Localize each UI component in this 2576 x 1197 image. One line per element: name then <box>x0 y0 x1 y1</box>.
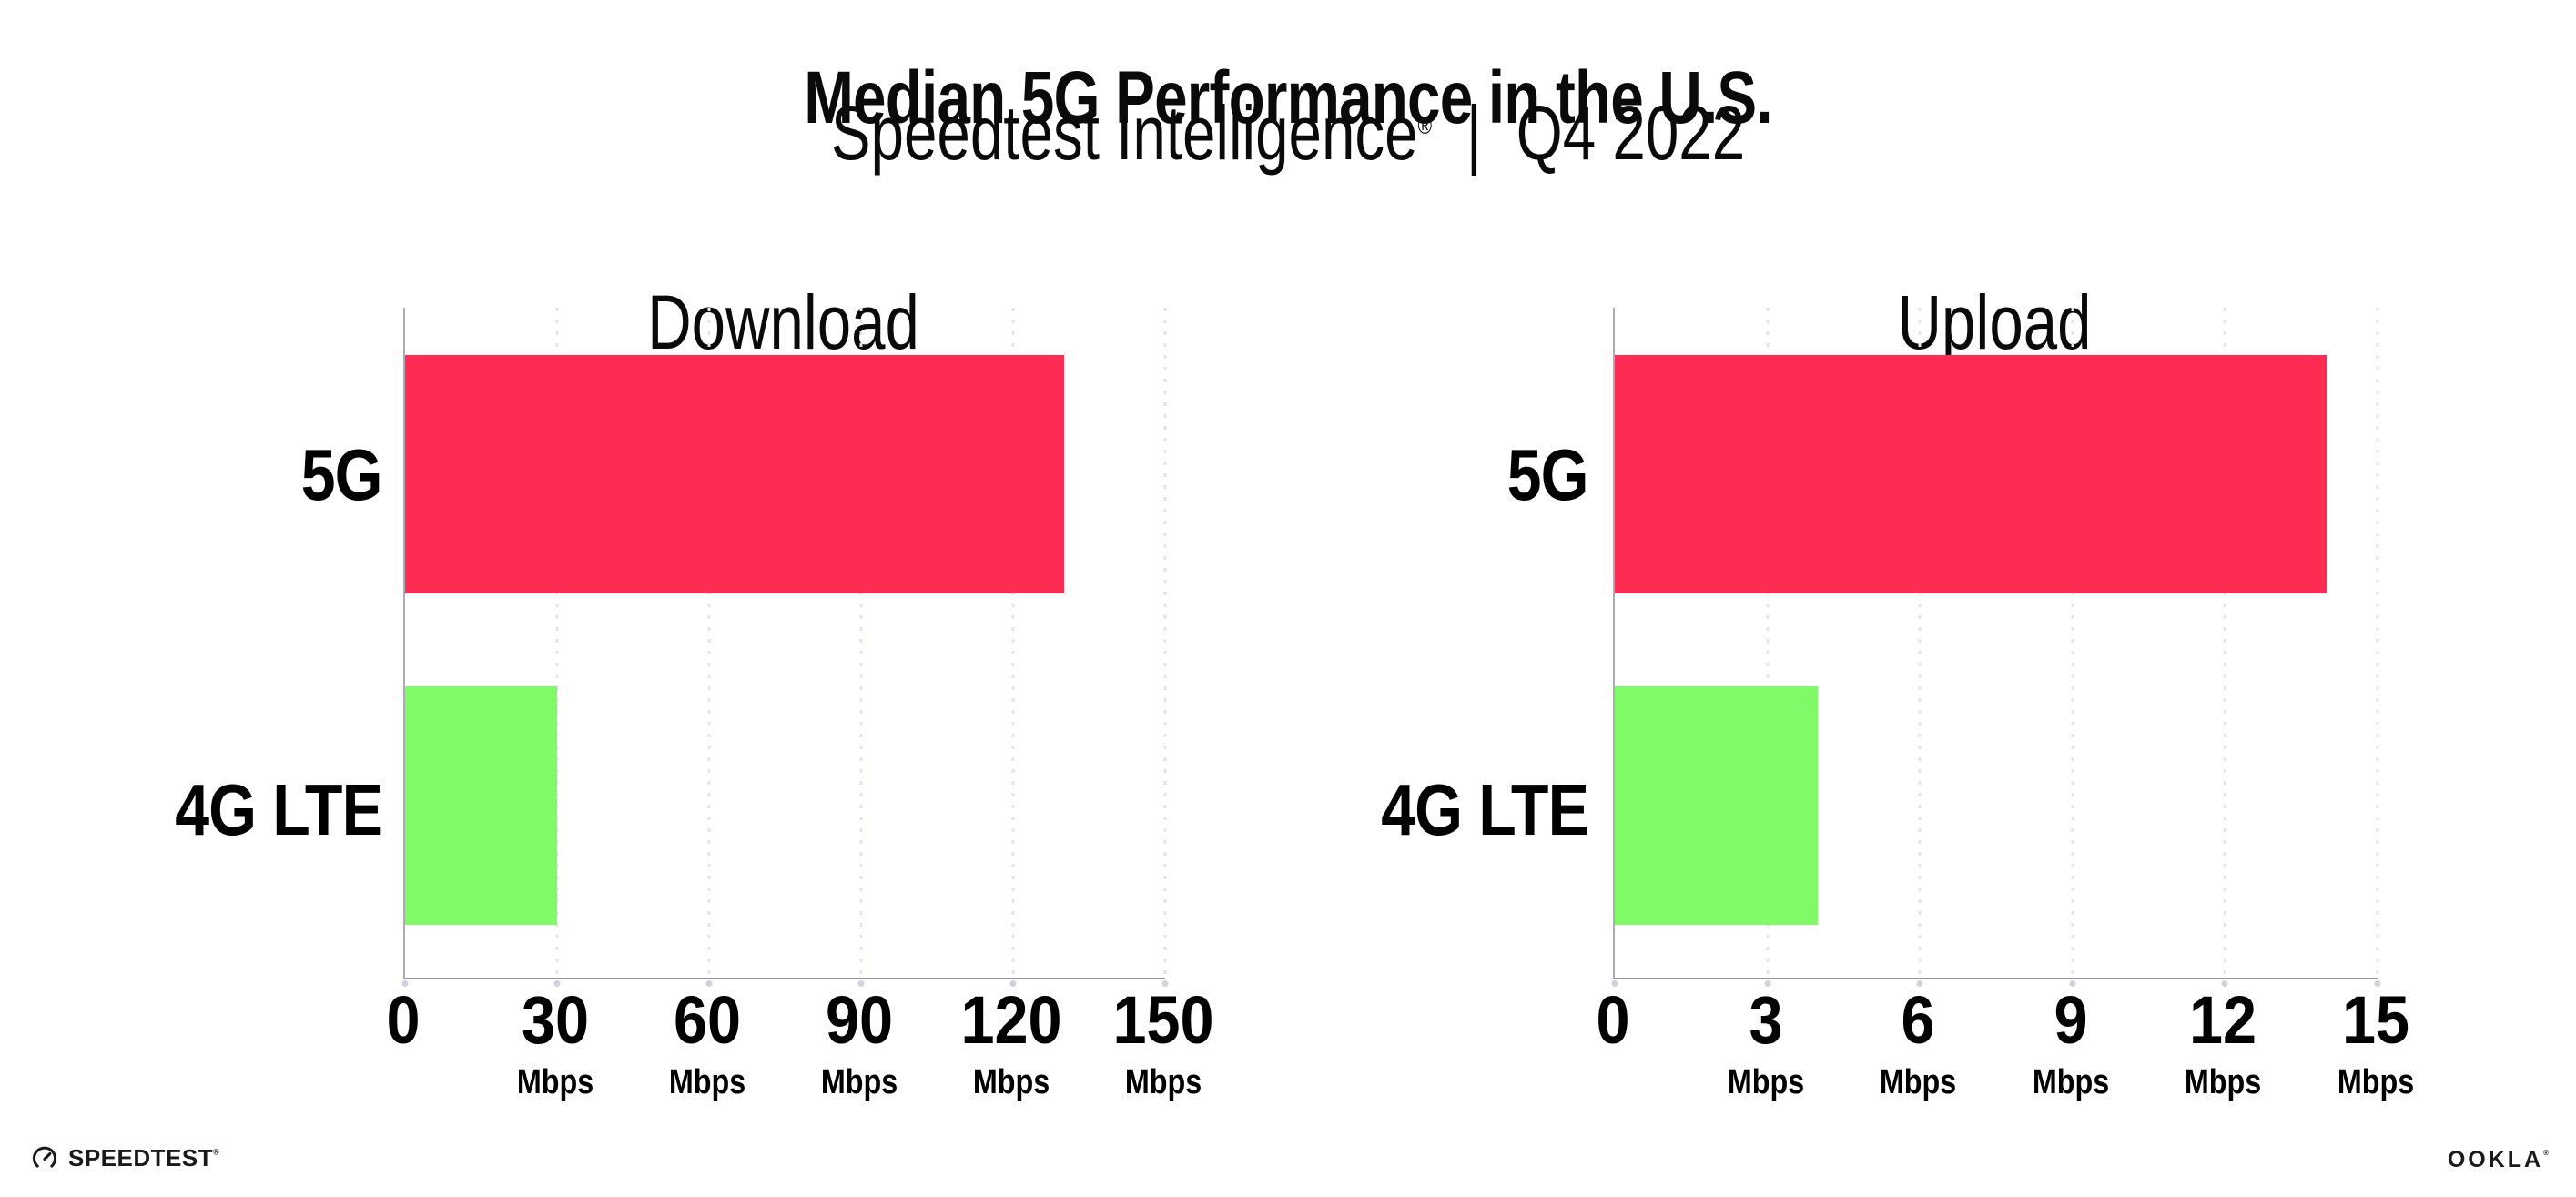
registered-trademark-icon: ® <box>1417 111 1433 139</box>
subtitle-period: Q4 2022 <box>1516 90 1746 176</box>
speedtest-trademark-icon: ® <box>213 1146 219 1156</box>
x-tick-label-90: 90 Mbps <box>814 978 904 1100</box>
x-tick-label-0: 0 <box>384 978 421 1058</box>
subtitle-separator: | <box>1465 90 1482 176</box>
gridline-30 <box>555 308 559 978</box>
x-tick-value: 9 <box>2054 982 2088 1058</box>
gridline-9 <box>2071 308 2074 978</box>
y-label-5g-text: 5G <box>1506 434 1589 515</box>
x-tick-value: 6 <box>1901 982 1935 1058</box>
upload-plot-area <box>1611 308 2381 987</box>
tick-mark-0 <box>401 980 409 987</box>
tick-mark-12 <box>2221 980 2228 987</box>
tick-mark-0 <box>1611 980 1618 987</box>
x-tick-value: 30 <box>521 982 590 1058</box>
upload-x-axis: 0 3 Mbps 6 Mbps 9 Mbps 12 Mbps 15 Mbps <box>1596 978 2414 1151</box>
x-tick-unit: Mbps <box>1124 1063 1202 1102</box>
bar-5g <box>405 355 1064 593</box>
tick-mark-90 <box>857 980 865 987</box>
speedtest-wordmark-text: SPEEDTEST <box>68 1143 214 1172</box>
gridline-12 <box>2223 308 2226 978</box>
x-tick-value: 150 <box>1112 982 1214 1058</box>
x-tick-label-3: 3 Mbps <box>1720 978 1810 1100</box>
download-plot-area <box>401 308 1169 987</box>
subtitle-brand: Speedtest Intelligence <box>830 90 1418 176</box>
y-label-5g-text: 5G <box>300 434 383 515</box>
x-tick-value: 15 <box>2341 982 2410 1058</box>
gridline-6 <box>1918 308 1922 978</box>
x-tick-unit: Mbps <box>972 1063 1050 1102</box>
x-tick-value: 90 <box>825 982 894 1058</box>
speedtest-logo: SPEEDTEST® <box>30 1143 219 1172</box>
x-tick-unit: Mbps <box>1880 1063 1957 1102</box>
gridline-90 <box>859 308 863 978</box>
x-tick-value: 0 <box>1596 982 1630 1058</box>
speedtest-gauge-icon <box>33 1146 56 1168</box>
bar-4g-lte <box>1615 686 1819 925</box>
x-tick-label-60: 60 Mbps <box>662 978 752 1100</box>
y-label-4g-lte: 4G LTE <box>1315 643 1589 978</box>
bar-5g <box>1615 355 2328 593</box>
gridline-15 <box>2376 308 2379 978</box>
download-chart-title: Download <box>647 279 919 365</box>
gridline-120 <box>1011 308 1015 978</box>
gridline-150 <box>1163 308 1167 978</box>
x-tick-value: 60 <box>673 982 742 1058</box>
y-label-5g: 5G <box>1315 308 1589 643</box>
x-tick-unit: Mbps <box>516 1063 594 1102</box>
gridline-3 <box>1766 308 1770 978</box>
upload-y-axis-labels: 5G 4G LTE <box>1315 308 1589 978</box>
tick-mark-60 <box>705 980 713 987</box>
y-label-4g-lte-text: 4G LTE <box>175 769 383 850</box>
tick-mark-15 <box>2374 980 2381 987</box>
x-tick-label-12: 12 Mbps <box>2178 978 2268 1100</box>
ookla-wordmark-text: OOKLA <box>2447 1147 2544 1172</box>
y-label-4g-lte-text: 4G LTE <box>1381 769 1589 850</box>
download-y-axis-labels: 5G 4G LTE <box>109 308 383 978</box>
x-tick-label-9: 9 Mbps <box>2025 978 2115 1100</box>
tick-mark-9 <box>2069 980 2076 987</box>
x-tick-unit: Mbps <box>668 1063 746 1102</box>
x-tick-label-120: 120 Mbps <box>955 978 1067 1100</box>
x-tick-value: 3 <box>1749 982 1783 1058</box>
tick-mark-6 <box>1916 980 1923 987</box>
x-tick-value: 0 <box>386 982 421 1058</box>
x-tick-unit: Mbps <box>820 1063 898 1102</box>
x-tick-label-30: 30 Mbps <box>510 978 600 1100</box>
x-tick-label-6: 6 Mbps <box>1873 978 1963 1100</box>
tick-mark-30 <box>553 980 561 987</box>
ookla-trademark-icon: ® <box>2543 1149 2549 1158</box>
x-tick-label-0: 0 <box>1594 978 1631 1058</box>
download-x-axis: 0 30 Mbps 60 Mbps 90 Mbps 120 Mbps 150 Mbps <box>386 978 1213 1151</box>
upload-chart-title: Upload <box>1897 279 2092 365</box>
x-tick-unit: Mbps <box>2185 1063 2262 1102</box>
ookla-logo: OOKLA® <box>2448 1147 2549 1173</box>
x-tick-value: 12 <box>2189 982 2257 1058</box>
y-label-4g-lte: 4G LTE <box>109 643 383 978</box>
x-tick-unit: Mbps <box>2337 1063 2415 1102</box>
page-subtitle: Speedtest Intelligence® | Q4 2022 <box>283 95 2292 171</box>
tick-mark-120 <box>1009 980 1017 987</box>
y-label-5g: 5G <box>109 308 383 643</box>
tick-mark-3 <box>1764 980 1771 987</box>
x-tick-label-150: 150 Mbps <box>1107 978 1219 1100</box>
bar-4g-lte <box>405 686 557 925</box>
x-tick-label-15: 15 Mbps <box>2330 978 2420 1100</box>
page-title: Median 5G Performance in the U.S. <box>804 56 1772 139</box>
x-tick-value: 120 <box>960 982 1062 1058</box>
x-tick-unit: Mbps <box>2032 1063 2109 1102</box>
gridline-60 <box>707 308 711 978</box>
speedtest-wordmark: SPEEDTEST® <box>68 1144 219 1172</box>
x-tick-unit: Mbps <box>1727 1063 1804 1102</box>
tick-mark-150 <box>1161 980 1169 987</box>
